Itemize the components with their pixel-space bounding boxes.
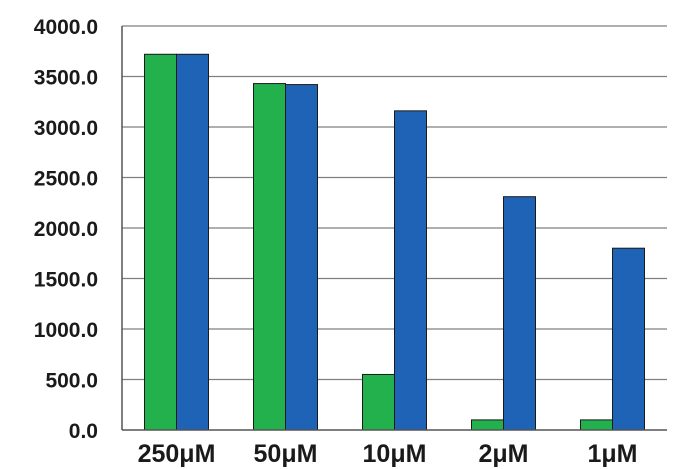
y-tick-label: 500.0	[45, 370, 98, 393]
x-category-label: 250μM	[138, 440, 216, 468]
bar-series-2-2	[285, 84, 318, 431]
bar-series-1-4	[471, 419, 504, 431]
y-tick-label: 0.0	[69, 420, 98, 443]
bar-series-2-3	[394, 110, 427, 431]
x-category-label: 2μM	[478, 440, 528, 468]
bar-series-2-1	[176, 53, 209, 431]
bar-series-1-1	[144, 53, 177, 431]
y-tick-label: 1000.0	[34, 319, 98, 342]
bar-series-1-3	[362, 373, 395, 431]
y-tick-label: 3000.0	[34, 117, 98, 140]
y-tick-label: 2000.0	[34, 218, 98, 241]
x-axis-category-labels: 250μM 50μM 10μM 2μM 1μM	[138, 440, 638, 468]
bar-series-1-5	[580, 419, 613, 431]
y-tick-label: 1500.0	[34, 269, 98, 292]
bar-series-1-2	[253, 83, 286, 431]
y-axis-tick-labels: 0.0 500.0 1000.0 1500.0 2000.0 2500.0 3000.0 35…	[34, 16, 98, 443]
y-tick-label: 2500.0	[34, 168, 98, 191]
bar-series-2-4	[503, 196, 536, 431]
x-category-label: 1μM	[587, 440, 637, 468]
y-tick-label: 4000.0	[34, 16, 98, 39]
bar-series-2-5	[612, 247, 645, 431]
axes	[121, 26, 667, 431]
y-tick-label: 3500.0	[34, 67, 98, 90]
x-category-label: 50μM	[254, 440, 318, 468]
bars	[144, 53, 645, 431]
x-category-label: 10μM	[363, 440, 427, 468]
